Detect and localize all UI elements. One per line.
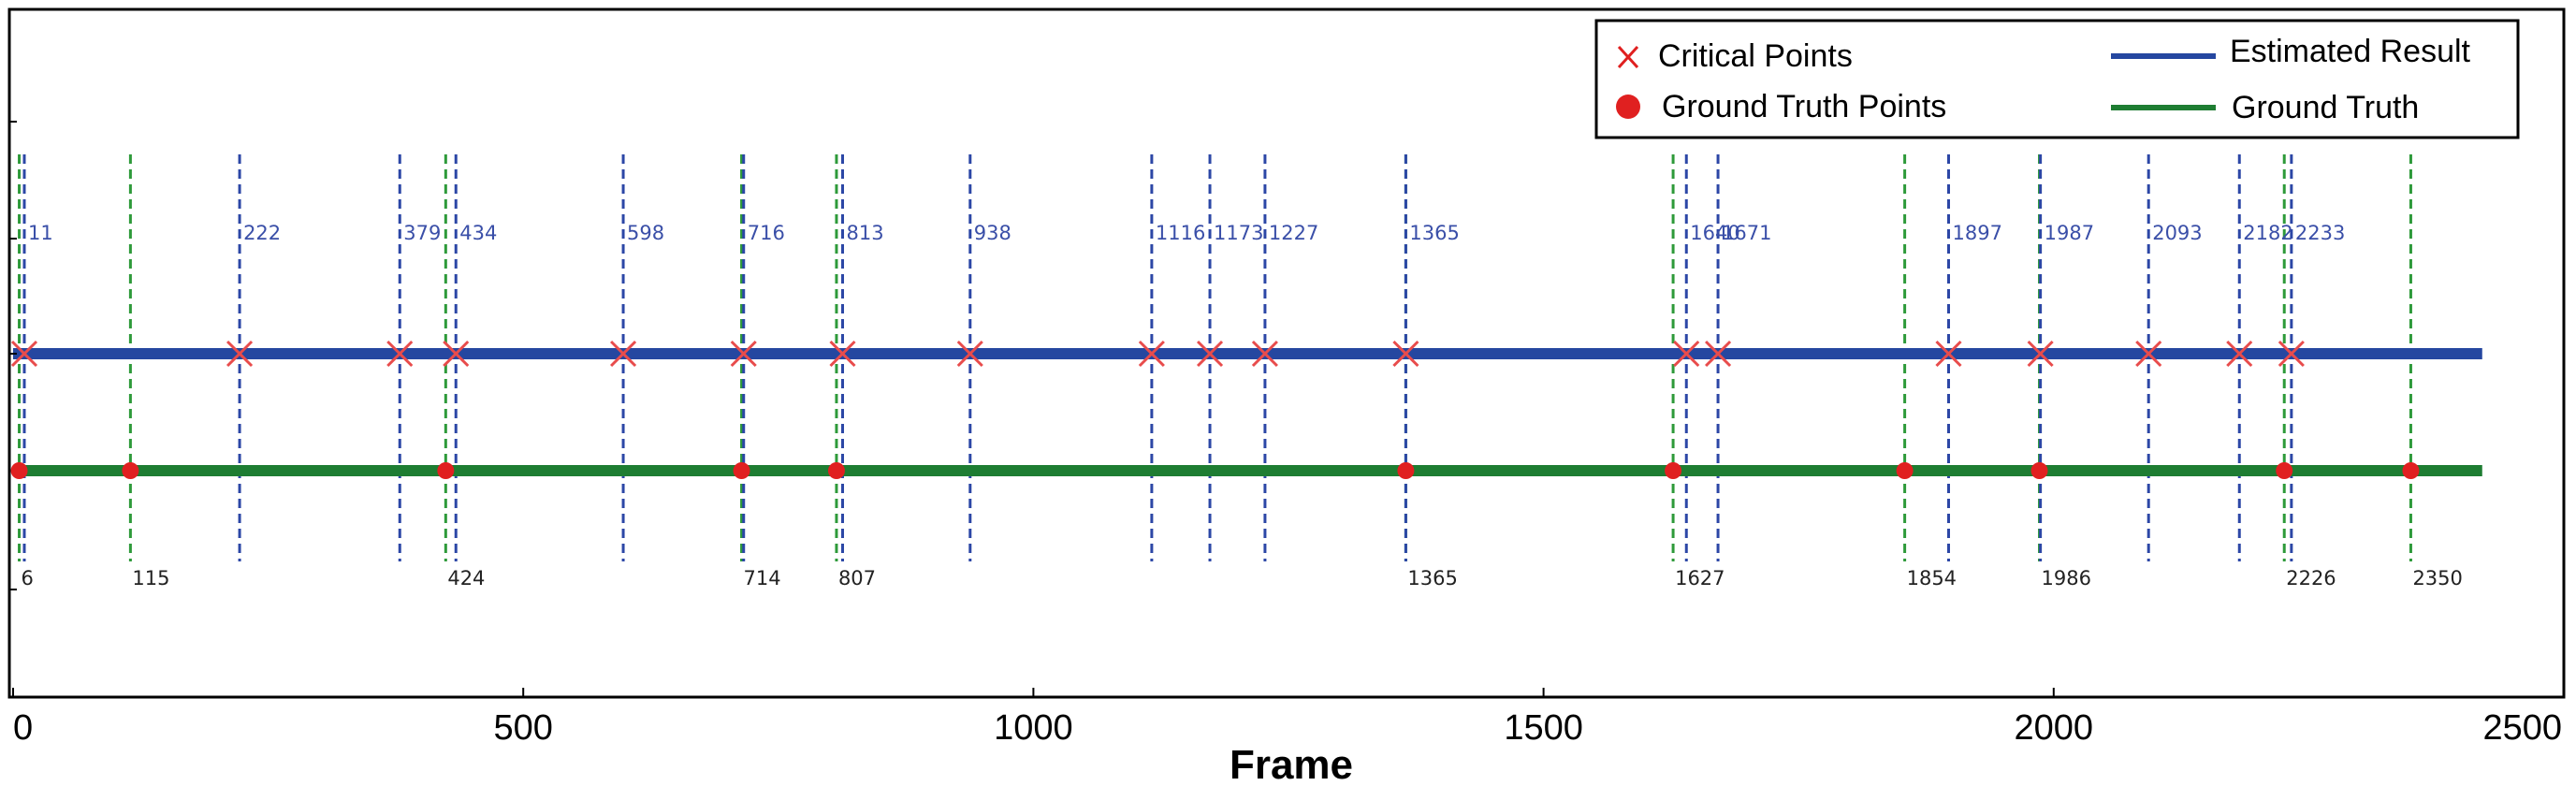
critical-point-label: 1897 <box>1952 222 2001 244</box>
critical-point-marker <box>386 340 414 368</box>
point-labels: 11 222 379 434 598 716 813 938 1116 1173 1227 1365 1… <box>22 222 2463 590</box>
legend-gt-marker <box>1616 95 1640 119</box>
critical-point-stroke <box>10 340 38 368</box>
critical-point-stroke <box>1704 340 1732 368</box>
critical-point-marker <box>956 340 983 368</box>
ground-truth-point-label: 807 <box>838 567 876 590</box>
legend-estimated-label: Estimated Result <box>2230 34 2471 69</box>
critical-point-label: 2182 <box>2243 222 2292 244</box>
critical-point-label: 379 <box>403 222 441 244</box>
critical-point-label: 1227 <box>1269 222 1318 244</box>
critical-point-label: 222 <box>243 222 281 244</box>
ground-truth-point-marker <box>1665 462 1682 479</box>
legend-critical-marker <box>1617 45 1639 69</box>
critical-point-marker <box>1392 340 1419 368</box>
critical-point-label: 1671 <box>1722 222 1771 244</box>
x-tick-label: 2500 <box>2482 708 2562 748</box>
legend-critical-label: Critical Points <box>1658 38 1853 74</box>
critical-point-label: 2093 <box>2152 222 2202 244</box>
critical-point-stroke <box>1251 340 1278 368</box>
critical-point-label: 716 <box>748 222 785 244</box>
x-axis-label: Frame <box>1230 742 1353 786</box>
critical-point-stroke <box>226 340 254 368</box>
critical-point-stroke <box>956 340 983 368</box>
critical-point-marker <box>2278 340 2305 368</box>
ground-truth-point-marker <box>1896 462 1914 479</box>
ground-truth-point-marker <box>2276 462 2293 479</box>
critical-point-stroke <box>1935 340 1962 368</box>
ground-truth-point-marker <box>827 462 845 479</box>
legend-gt-label: Ground Truth <box>2232 90 2419 125</box>
legend-gt-points-label: Ground Truth Points <box>1662 89 1946 124</box>
critical-point-stroke <box>730 340 757 368</box>
critical-point-stroke <box>609 340 637 368</box>
critical-point-label: 1987 <box>2045 222 2094 244</box>
ground-truth-point-label: 1986 <box>2042 567 2091 590</box>
critical-point-label: 1640 <box>1690 222 1739 244</box>
ground-truth-point-marker <box>10 462 28 479</box>
critical-point-label: 1173 <box>1214 222 1263 244</box>
critical-point-label: 11 <box>28 222 53 244</box>
critical-point-marker <box>2027 340 2054 368</box>
critical-point-stroke <box>443 340 470 368</box>
x-tick-label: 500 <box>493 708 552 748</box>
ground-truth-point-label: 6 <box>22 567 34 590</box>
ground-truth-point-label: 1627 <box>1675 567 1725 590</box>
critical-point-marker <box>226 340 254 368</box>
critical-point-marker <box>609 340 637 368</box>
ground-truth-point-marker <box>2402 462 2420 479</box>
critical-point-marker <box>2135 340 2162 368</box>
critical-point-marker <box>1704 340 1732 368</box>
critical-point-marker <box>730 340 757 368</box>
legend-box <box>1594 19 2520 139</box>
ground-truth-point-label: 2350 <box>2412 567 2462 590</box>
ground-truth-point-label: 424 <box>447 567 485 590</box>
critical-point-marker <box>10 340 38 368</box>
x-tick-label: 1000 <box>994 708 1073 748</box>
x-tick-label: 1500 <box>1504 708 1583 748</box>
critical-point-marker <box>1251 340 1278 368</box>
critical-point-marker <box>1935 340 1962 368</box>
ground-truth-point-label: 1365 <box>1407 567 1457 590</box>
critical-point-stroke <box>1196 340 1224 368</box>
critical-point-stroke <box>386 340 414 368</box>
ground-truth-point-label: 115 <box>132 567 169 590</box>
critical-point-label: 598 <box>627 222 664 244</box>
critical-point-stroke <box>1138 340 1165 368</box>
x-tick-label: 2000 <box>2015 708 2094 748</box>
ground-truth-point-label: 714 <box>744 567 781 590</box>
critical-point-stroke <box>1673 340 1700 368</box>
ground-truth-point-marker <box>1397 462 1415 479</box>
critical-point-stroke <box>2135 340 2162 368</box>
critical-point-label: 938 <box>974 222 1011 244</box>
critical-point-stroke <box>829 340 856 368</box>
x-tick-label: 0 <box>13 708 33 748</box>
ground-truth-point-marker <box>2030 462 2048 479</box>
critical-point-marker <box>2226 340 2253 368</box>
critical-point-label: 813 <box>846 222 883 244</box>
critical-point-marker <box>829 340 856 368</box>
ground-truth-point-marker <box>733 462 750 479</box>
critical-point-label: 1365 <box>1409 222 1459 244</box>
series-lines <box>13 348 2482 476</box>
critical-point-label: 1116 <box>1156 222 1205 244</box>
point-markers <box>10 340 2420 479</box>
ground-truth-point-label: 2226 <box>2286 567 2336 590</box>
critical-point-stroke <box>1392 340 1419 368</box>
legend: Critical Points Ground Truth Points Esti… <box>1594 19 2520 139</box>
critical-point-marker <box>1196 340 1224 368</box>
critical-point-stroke <box>2226 340 2253 368</box>
x-axis: 0 500 1000 1500 2000 2500 <box>9 121 2565 748</box>
critical-point-marker <box>443 340 470 368</box>
critical-point-stroke <box>2027 340 2054 368</box>
ground-truth-point-label: 1854 <box>1907 567 1957 590</box>
critical-point-stroke <box>2278 340 2305 368</box>
critical-point-label: 2233 <box>2295 222 2345 244</box>
critical-point-marker <box>1673 340 1700 368</box>
critical-point-label: 434 <box>459 222 497 244</box>
ground-truth-point-marker <box>437 462 455 479</box>
ground-truth-point-marker <box>122 462 139 479</box>
critical-point-marker <box>1138 340 1165 368</box>
